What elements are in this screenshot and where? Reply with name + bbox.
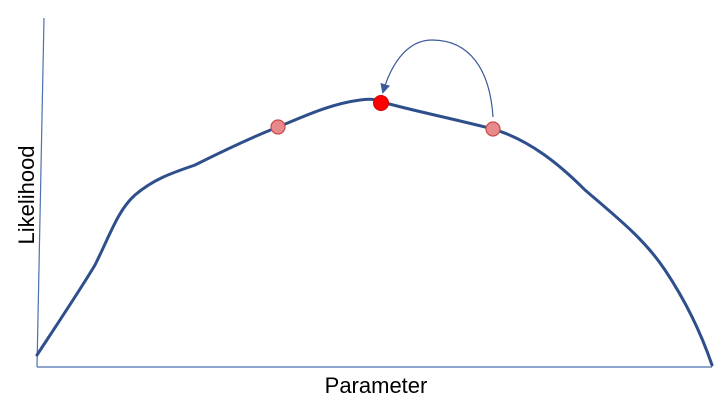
- likelihood-curve: [35, 97, 714, 367]
- x-axis-label: Parameter: [325, 373, 428, 398]
- return-arrow: [380, 39, 494, 118]
- candidate-point-right: [485, 121, 501, 137]
- optimum-point: [373, 95, 389, 111]
- y-axis: [36, 17, 45, 368]
- candidate-point-left: [270, 119, 286, 135]
- y-axis-label: Likelihood: [14, 145, 39, 244]
